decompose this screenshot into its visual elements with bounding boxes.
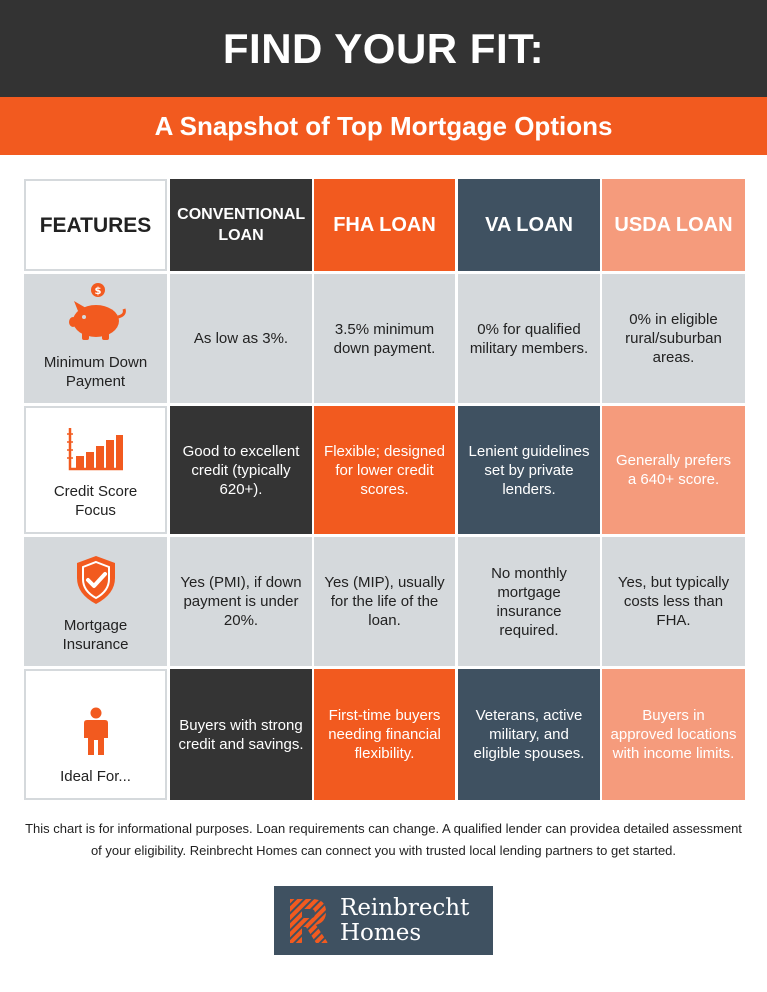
va-minimum-down-payment: 0% for qualified military members.: [458, 274, 600, 403]
feature-label: Credit Score Focus: [53, 483, 138, 519]
feature-label: Mortgage Insurance: [62, 617, 129, 653]
logo-r-mark-icon: [290, 898, 328, 943]
feature-label: Ideal For...: [60, 768, 131, 785]
mortgage-comparison-table: FEATURES CONVENTIONAL LOAN FHA LOAN VA L…: [24, 179, 745, 801]
disclaimer-text: This chart is for informational purposes…: [25, 821, 742, 858]
usda-ideal-for: Buyers in approved locations with income…: [602, 669, 745, 800]
header-fha: FHA LOAN: [314, 179, 455, 271]
fha-mortgage-insurance: Yes (MIP), usually for the life of the l…: [314, 537, 455, 666]
shield-check-icon: [76, 556, 115, 604]
feature-credit-score-focus: Credit Score Focus: [24, 406, 167, 534]
bar-chart-icon: [66, 428, 123, 471]
piggy-bank-icon: $: [68, 283, 126, 340]
conventional-mortgage-insurance: Yes (PMI), if down payment is under 20%.: [170, 537, 312, 666]
usda-mortgage-insurance: Yes, but typically costs less than FHA.: [602, 537, 745, 666]
person-icon: [83, 707, 108, 755]
feature-ideal-for: Ideal For...: [24, 669, 167, 800]
fha-ideal-for: First-time buyers needing financial flex…: [314, 669, 455, 800]
header-features: FEATURES: [24, 179, 167, 271]
feature-mortgage-insurance: Mortgage Insurance: [24, 537, 167, 666]
svg-text:$: $: [94, 286, 101, 297]
feature-minimum-down-payment: $ Minimum Down Payment: [24, 274, 167, 403]
logo-wordmark: Reinbrecht Homes: [340, 894, 470, 946]
logo-line-1: Reinbrecht: [340, 894, 470, 921]
header-va: VA LOAN: [458, 179, 600, 271]
usda-minimum-down-payment: 0% in eligible rural/suburban areas.: [602, 274, 745, 403]
logo-line-2: Homes: [340, 919, 422, 946]
conventional-minimum-down-payment: As low as 3%.: [170, 274, 312, 403]
va-credit-score-focus: Lenient guidelines set by private lender…: [458, 406, 600, 534]
conventional-ideal-for: Buyers with strong credit and savings.: [170, 669, 312, 800]
feature-label: Minimum Down Payment: [43, 354, 148, 390]
header-usda: USDA LOAN: [602, 179, 745, 271]
usda-credit-score-focus: Generally prefers a 640+ score.: [602, 406, 745, 534]
page-subtitle: A Snapshot of Top Mortgage Options: [0, 97, 767, 155]
conventional-credit-score-focus: Good to excellent credit (typically 620+…: [170, 406, 312, 534]
header-conventional: CONVENTIONAL LOAN: [170, 179, 312, 271]
fha-minimum-down-payment: 3.5% minimum down payment.: [314, 274, 455, 403]
va-mortgage-insurance: No monthly mortgage insurance required.: [458, 537, 600, 666]
reinbrecht-homes-logo: Reinbrecht Homes: [274, 886, 493, 955]
fha-credit-score-focus: Flexible; designed for lower credit scor…: [314, 406, 455, 534]
va-ideal-for: Veterans, active military, and eligible …: [458, 669, 600, 800]
page-title: FIND YOUR FIT:: [0, 0, 767, 97]
